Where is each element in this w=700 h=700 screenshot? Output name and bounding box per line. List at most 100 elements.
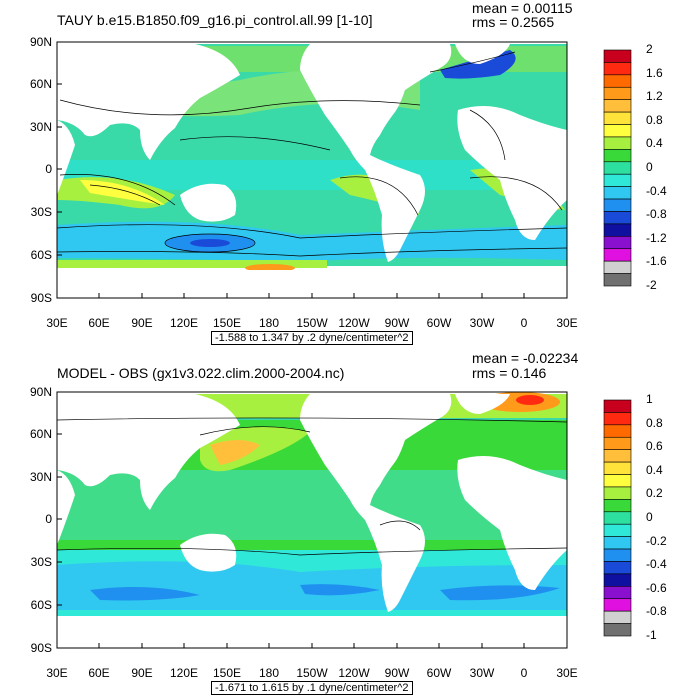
colorbar-label: 0.6 <box>646 439 663 454</box>
colorbar-swatch <box>603 499 632 513</box>
lon-label: 150W <box>296 666 328 680</box>
colorbar-swatch <box>603 548 632 562</box>
colorbar-label: 1.2 <box>646 89 663 104</box>
lat-label: 60N <box>29 427 52 441</box>
lon-label: 150E <box>212 666 242 680</box>
colorbar-swatch <box>603 449 632 463</box>
mean-stat: mean = 0.00115 <box>472 0 573 16</box>
colorbar-label: -0.4 <box>646 183 667 198</box>
colorbar-swatch <box>603 149 632 163</box>
colorbar-label: -1.6 <box>646 254 667 269</box>
colorbar-swatch <box>603 186 632 200</box>
colorbar <box>603 399 632 637</box>
lat-label: 0 <box>45 162 52 176</box>
map-figure <box>56 391 632 649</box>
contour-lines <box>56 417 568 556</box>
lon-label: 30E <box>46 316 68 330</box>
colorbar-swatch <box>603 610 632 624</box>
lon-label: 180 <box>258 316 280 330</box>
colorbar-swatch <box>603 198 632 212</box>
lon-label: 120E <box>169 666 199 680</box>
lat-label: 30N <box>29 120 52 134</box>
colorbar-swatch <box>603 248 632 262</box>
rms-stat: rms = 0.2565 <box>472 14 555 30</box>
rms-stat: rms = 0.146 <box>472 365 547 381</box>
map-title: TAUY b.e15.B1850.f09_g16.pi_control.all.… <box>57 12 373 28</box>
colorbar-swatch <box>603 436 632 450</box>
colorbar-swatch <box>603 399 632 413</box>
colorbar-swatch <box>603 74 632 88</box>
axis-ticks <box>57 41 525 299</box>
lat-label: 30S <box>30 555 52 569</box>
colorbar-label: -0.8 <box>646 207 667 222</box>
lon-label: 30E <box>46 666 68 680</box>
lon-label: 60E <box>88 316 110 330</box>
colorbar-label: -0.6 <box>646 580 667 595</box>
colorbar-label: -1 <box>646 628 657 642</box>
colorbar-swatch <box>603 173 632 187</box>
lon-label: 60W <box>426 316 452 330</box>
colorbar-label: 0.4 <box>646 136 663 151</box>
lon-label: 180 <box>258 666 280 680</box>
lon-label: 30E <box>556 666 578 680</box>
lat-label: 90S <box>30 641 52 655</box>
lon-label: 90E <box>131 316 153 330</box>
colorbar-label: 0.2 <box>646 486 663 501</box>
colorbar-label: -0.2 <box>646 533 667 548</box>
colorbar-swatch <box>603 598 632 612</box>
colorbar-swatch <box>603 223 632 237</box>
lon-label: 30E <box>556 316 578 330</box>
lon-label: 90W <box>384 666 410 680</box>
lat-label: 60S <box>30 248 52 262</box>
colorbar-swatch <box>603 536 632 550</box>
colorbar <box>603 49 632 287</box>
colorbar-swatch <box>603 161 632 175</box>
colorbar-label: 0.8 <box>646 112 663 127</box>
colorbar-label: 1.6 <box>646 65 663 80</box>
colorbar-swatch <box>603 211 632 225</box>
colorbar-swatch <box>603 511 632 525</box>
lon-label: 150E <box>212 316 242 330</box>
lat-label: 60S <box>30 598 52 612</box>
colorbar-label: -0.4 <box>646 557 667 572</box>
colorbar-swatch <box>603 586 632 600</box>
lon-label: 90E <box>131 666 153 680</box>
colorbar-label: -2 <box>646 278 657 292</box>
colorbar-swatch <box>603 412 632 426</box>
axis-ticks <box>57 391 525 649</box>
lat-label: 90S <box>30 291 52 305</box>
colorbar-label: 0.4 <box>646 462 663 477</box>
lat-label: 30S <box>30 205 52 219</box>
colorbar-swatch <box>603 523 632 537</box>
contour-range-note: -1.671 to 1.615 by .1 dyne/centimeter^2 <box>211 681 413 695</box>
colorbar-label: 0 <box>646 160 653 174</box>
land-mask <box>57 394 567 648</box>
lon-label: 120W <box>338 316 370 330</box>
lat-label: 60N <box>29 77 52 91</box>
colorbar-label: 0.8 <box>646 415 663 430</box>
panel-model-minus-obs: MODEL - OBS (gx1v3.022.clim.2000-2004.nc… <box>0 350 700 700</box>
lon-label: 0 <box>520 316 528 330</box>
lat-label: 90N <box>29 385 52 399</box>
colorbar-label: 2 <box>646 42 653 56</box>
lon-label: 30W <box>469 316 495 330</box>
colorbar-swatch <box>603 124 632 138</box>
lat-label: 0 <box>45 512 52 526</box>
panel-tauy: TAUY b.e15.B1850.f09_g16.pi_control.all.… <box>29 0 667 345</box>
colorbar-swatch <box>603 424 632 438</box>
lat-label: 30N <box>29 470 52 484</box>
lon-label: 60E <box>88 666 110 680</box>
colorbar-swatch <box>603 486 632 500</box>
colorbar-label: 1 <box>646 392 653 406</box>
colorbar-swatch <box>603 236 632 250</box>
contour-lines <box>56 51 568 257</box>
lon-label: 90W <box>384 316 410 330</box>
colorbar-swatch <box>603 461 632 475</box>
colorbar-swatch <box>603 49 632 63</box>
colorbar-label: 0 <box>646 510 653 524</box>
lat-label: 90N <box>29 35 52 49</box>
contour-range-note: -1.588 to 1.347 by .2 dyne/centimeter^2 <box>211 331 413 345</box>
colorbar-swatch <box>603 62 632 76</box>
colorbar-swatch <box>603 273 632 287</box>
lon-label: 120E <box>169 316 199 330</box>
